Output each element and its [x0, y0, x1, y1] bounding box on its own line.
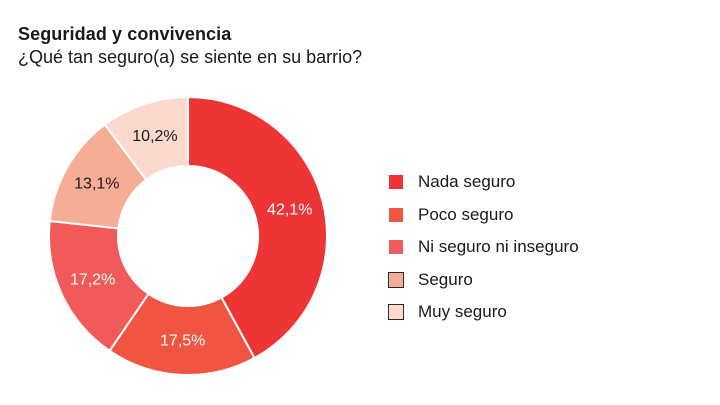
- chart-subtitle: ¿Qué tan seguro(a) se siente en su barri…: [18, 47, 363, 67]
- legend-swatch-seguro: [388, 271, 404, 288]
- data-label-poco-seguro: 17,5%: [160, 332, 205, 349]
- slice-ni-seguro-ni-inseguro: [48, 219, 150, 353]
- legend-item-seguro: Seguro: [388, 264, 579, 297]
- legend-item-poco-seguro: Poco seguro: [388, 199, 579, 232]
- legend-swatch-ni-seguro-ni-inseguro: [388, 239, 404, 256]
- legend-label-ni-seguro-ni-inseguro: Ni seguro ni inseguro: [418, 237, 579, 257]
- legend-label-muy-seguro: Muy seguro: [418, 302, 507, 322]
- data-label-muy-seguro: 10,2%: [132, 128, 177, 145]
- legend-swatch-muy-seguro: [388, 304, 404, 321]
- legend-label-poco-seguro: Poco seguro: [418, 204, 514, 224]
- data-label-nada-seguro: 42,1%: [267, 202, 312, 219]
- slice-muy-seguro: [103, 95, 189, 182]
- legend-swatch-poco-seguro: [388, 206, 404, 223]
- legend-item-nada-seguro: Nada seguro: [388, 166, 579, 199]
- data-label-ni-seguro-ni-inseguro: 17,2%: [70, 271, 115, 288]
- legend: Nada seguro Poco seguro Ni seguro ni ins…: [388, 166, 579, 329]
- legend-swatch-nada-seguro: [388, 174, 404, 191]
- legend-item-ni-seguro-ni-inseguro: Ni seguro ni inseguro: [388, 231, 579, 264]
- data-label-seguro: 13,1%: [74, 175, 119, 192]
- slice-nada-seguro: [187, 95, 328, 360]
- legend-item-muy-seguro: Muy seguro: [388, 296, 579, 329]
- legend-label-nada-seguro: Nada seguro: [418, 172, 516, 192]
- chart-title: Seguridad y convivencia: [18, 24, 232, 44]
- legend-label-seguro: Seguro: [418, 269, 473, 289]
